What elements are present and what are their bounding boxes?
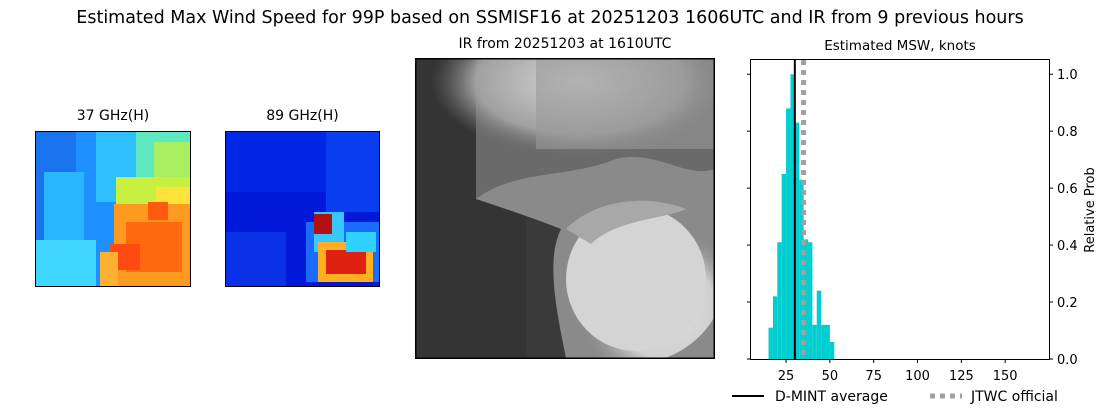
figure-title: Estimated Max Wind Speed for 99P based o… — [76, 8, 1024, 28]
mw37-image — [35, 131, 191, 287]
hist-title: Estimated MSW, knots — [824, 38, 976, 54]
hist-bar — [812, 324, 817, 359]
hist-bar — [781, 173, 787, 359]
x-tick-label: 125 — [949, 369, 974, 384]
hist-bar — [803, 239, 808, 359]
mw37-title: 37 GHz(H) — [76, 108, 150, 124]
hist-plot-frame — [750, 59, 1050, 360]
hist-bar — [799, 179, 804, 359]
hist-bar — [790, 74, 795, 359]
hist-bar — [777, 242, 782, 359]
y-axis-label: Relative Prob — [1083, 167, 1098, 252]
y-tick-label: 1.0 — [1057, 68, 1078, 83]
hist-bar — [816, 290, 822, 359]
y-tick-label: 0.4 — [1057, 239, 1078, 254]
mw89-title: 89 GHz(H) — [266, 108, 339, 124]
mw89-image — [225, 131, 380, 287]
x-tick-label: 100 — [905, 369, 930, 384]
hist-bar — [825, 324, 830, 359]
x-tick-label: 50 — [822, 369, 839, 384]
hist-bar — [768, 327, 773, 359]
hist-bar — [794, 122, 800, 360]
hist-bar — [786, 108, 791, 360]
hist-bar — [821, 324, 826, 359]
ir-image — [415, 58, 715, 359]
y-tick-label: 0.8 — [1057, 125, 1078, 140]
y-tick-label: 0.2 — [1057, 296, 1078, 311]
x-tick-label: 25 — [778, 369, 795, 384]
legend-dmint-label: D-MINT average — [775, 389, 888, 405]
hist-bar — [807, 242, 813, 359]
x-tick-label: 75 — [865, 369, 882, 384]
y-tick-label: 0.6 — [1057, 182, 1078, 197]
ir-title: IR from 20251203 at 1610UTC — [458, 36, 672, 52]
x-tick-label: 150 — [993, 369, 1018, 384]
hist-bar — [772, 296, 778, 359]
legend: D-MINT average JTWC official — [732, 389, 1058, 405]
y-tick-label: 0.0 — [1057, 353, 1078, 368]
legend-jtwc-label: JTWC official — [970, 389, 1058, 405]
hist-bar — [829, 341, 835, 359]
